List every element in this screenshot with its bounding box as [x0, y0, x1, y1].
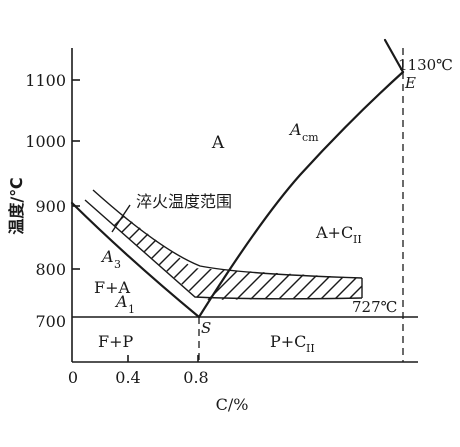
label-p-plus-cii: P+C II — [270, 332, 315, 355]
quench-leader-line — [111, 204, 131, 233]
y-tick-label-1100: 1100 — [25, 71, 66, 90]
svg-text:A: A — [288, 120, 302, 139]
x-ticks — [127, 355, 199, 362]
svg-text:P+C: P+C — [270, 332, 306, 351]
svg-text:1: 1 — [128, 303, 135, 316]
label-f-plus-a: F+A — [94, 278, 131, 297]
label-acm: A cm — [288, 120, 319, 144]
label-727: 727℃ — [352, 298, 397, 316]
y-ticks — [72, 79, 80, 270]
solidus-curve — [383, 38, 405, 74]
x-axis-title: C/% — [216, 395, 249, 414]
label-a1: A 1 — [114, 292, 135, 316]
svg-text:3: 3 — [114, 258, 121, 271]
x-tick-label-0.4: 0.4 — [115, 368, 140, 387]
label-1130: 1130℃ — [398, 56, 453, 74]
y-axis-title: 温度/℃ — [7, 177, 26, 235]
svg-text:II: II — [306, 342, 315, 355]
svg-text:II: II — [353, 233, 362, 246]
label-point-e: E — [404, 74, 416, 92]
x-tick-label-0: 0 — [68, 368, 78, 387]
label-quench-range: 淬火温度范围 — [136, 192, 232, 211]
svg-text:cm: cm — [302, 131, 319, 144]
label-a-plus-cii: A+C II — [315, 223, 362, 246]
x-tick-label-0.8: 0.8 — [183, 368, 208, 387]
y-tick-label-1000: 1000 — [25, 132, 66, 151]
label-f-plus-p: F+P — [98, 332, 134, 351]
label-point-s: S — [201, 319, 211, 337]
quench-band-upper — [92, 189, 363, 279]
svg-text:A: A — [100, 247, 114, 266]
label-austenite: A — [211, 133, 225, 153]
svg-text:A: A — [114, 292, 128, 311]
y-tick-label-700: 700 — [35, 312, 66, 331]
a3-curve — [70, 201, 201, 319]
svg-text:A+C: A+C — [315, 223, 353, 242]
label-a3: A 3 — [100, 247, 121, 271]
quench-band-lower — [84, 199, 363, 300]
y-tick-label-800: 800 — [35, 260, 66, 279]
y-tick-label-900: 900 — [35, 197, 66, 216]
acm-curve — [197, 70, 405, 319]
